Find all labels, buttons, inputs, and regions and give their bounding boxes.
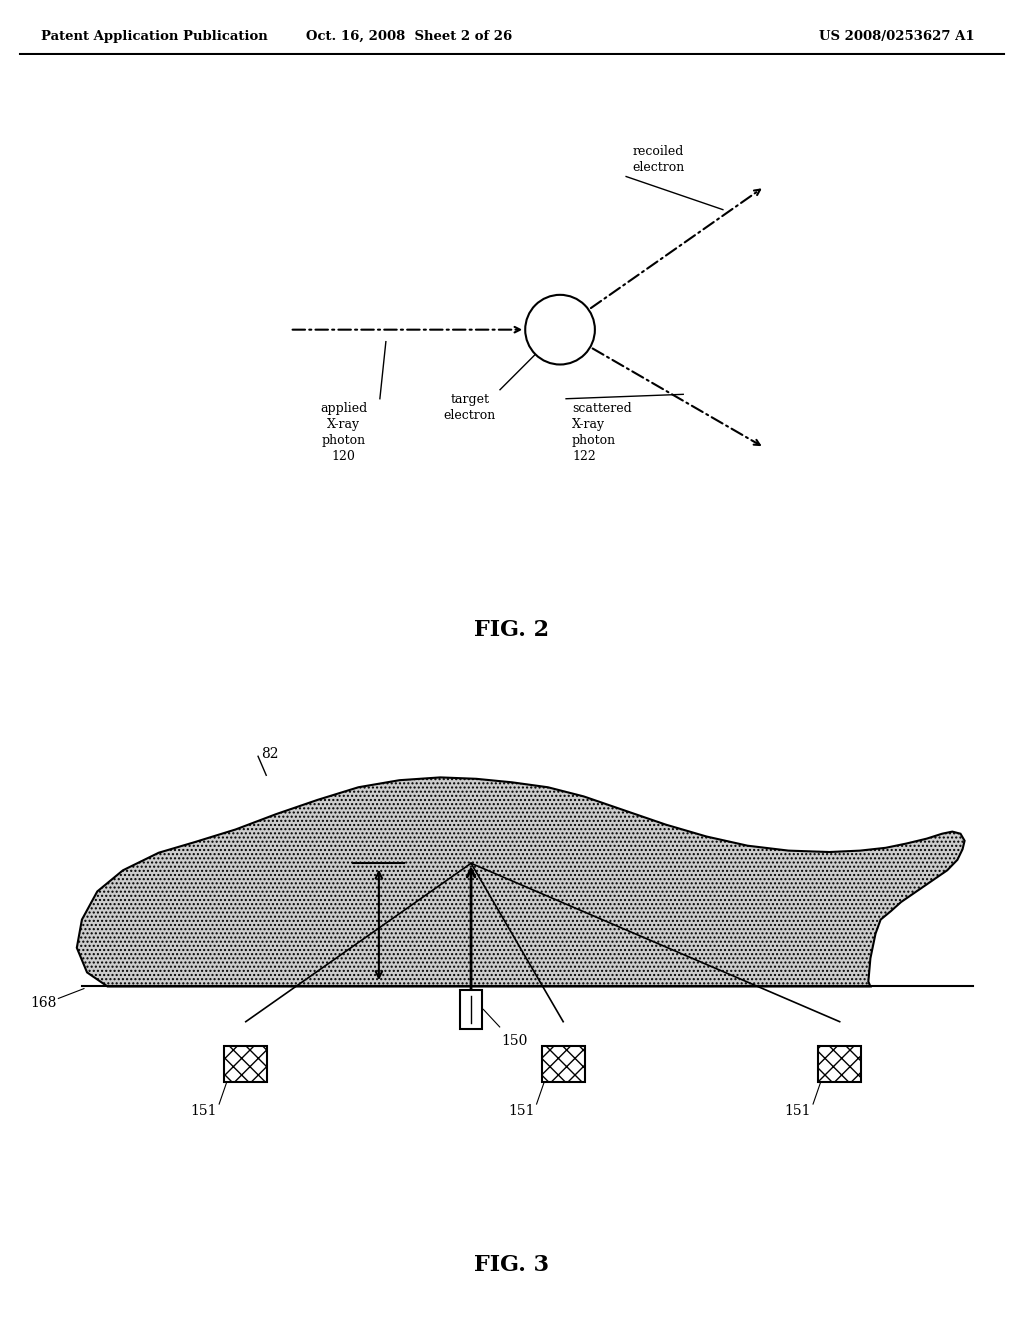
Text: 168: 168 [30,995,56,1010]
Text: 150: 150 [502,1034,528,1048]
Bar [818,1047,861,1081]
Text: 151: 151 [784,1104,811,1118]
Text: FIG. 2: FIG. 2 [474,619,550,642]
Text: scattered
X-ray
photon
122: scattered X-ray photon 122 [572,401,632,463]
Bar [224,1047,267,1081]
Text: applied
X-ray
photon
120: applied X-ray photon 120 [321,401,368,463]
Text: 82: 82 [261,747,279,762]
Text: 151: 151 [190,1104,217,1118]
Text: 151: 151 [508,1104,535,1118]
Text: Patent Application Publication: Patent Application Publication [41,29,267,42]
Bar [460,990,482,1028]
Text: Oct. 16, 2008  Sheet 2 of 26: Oct. 16, 2008 Sheet 2 of 26 [306,29,513,42]
Text: target
electron: target electron [443,393,496,421]
Bar [542,1047,585,1081]
Text: FIG. 3: FIG. 3 [474,1254,550,1275]
Text: recoiled
electron: recoiled electron [632,144,684,173]
Text: US 2008/0253627 A1: US 2008/0253627 A1 [819,29,975,42]
Polygon shape [77,777,965,986]
Circle shape [525,294,595,364]
